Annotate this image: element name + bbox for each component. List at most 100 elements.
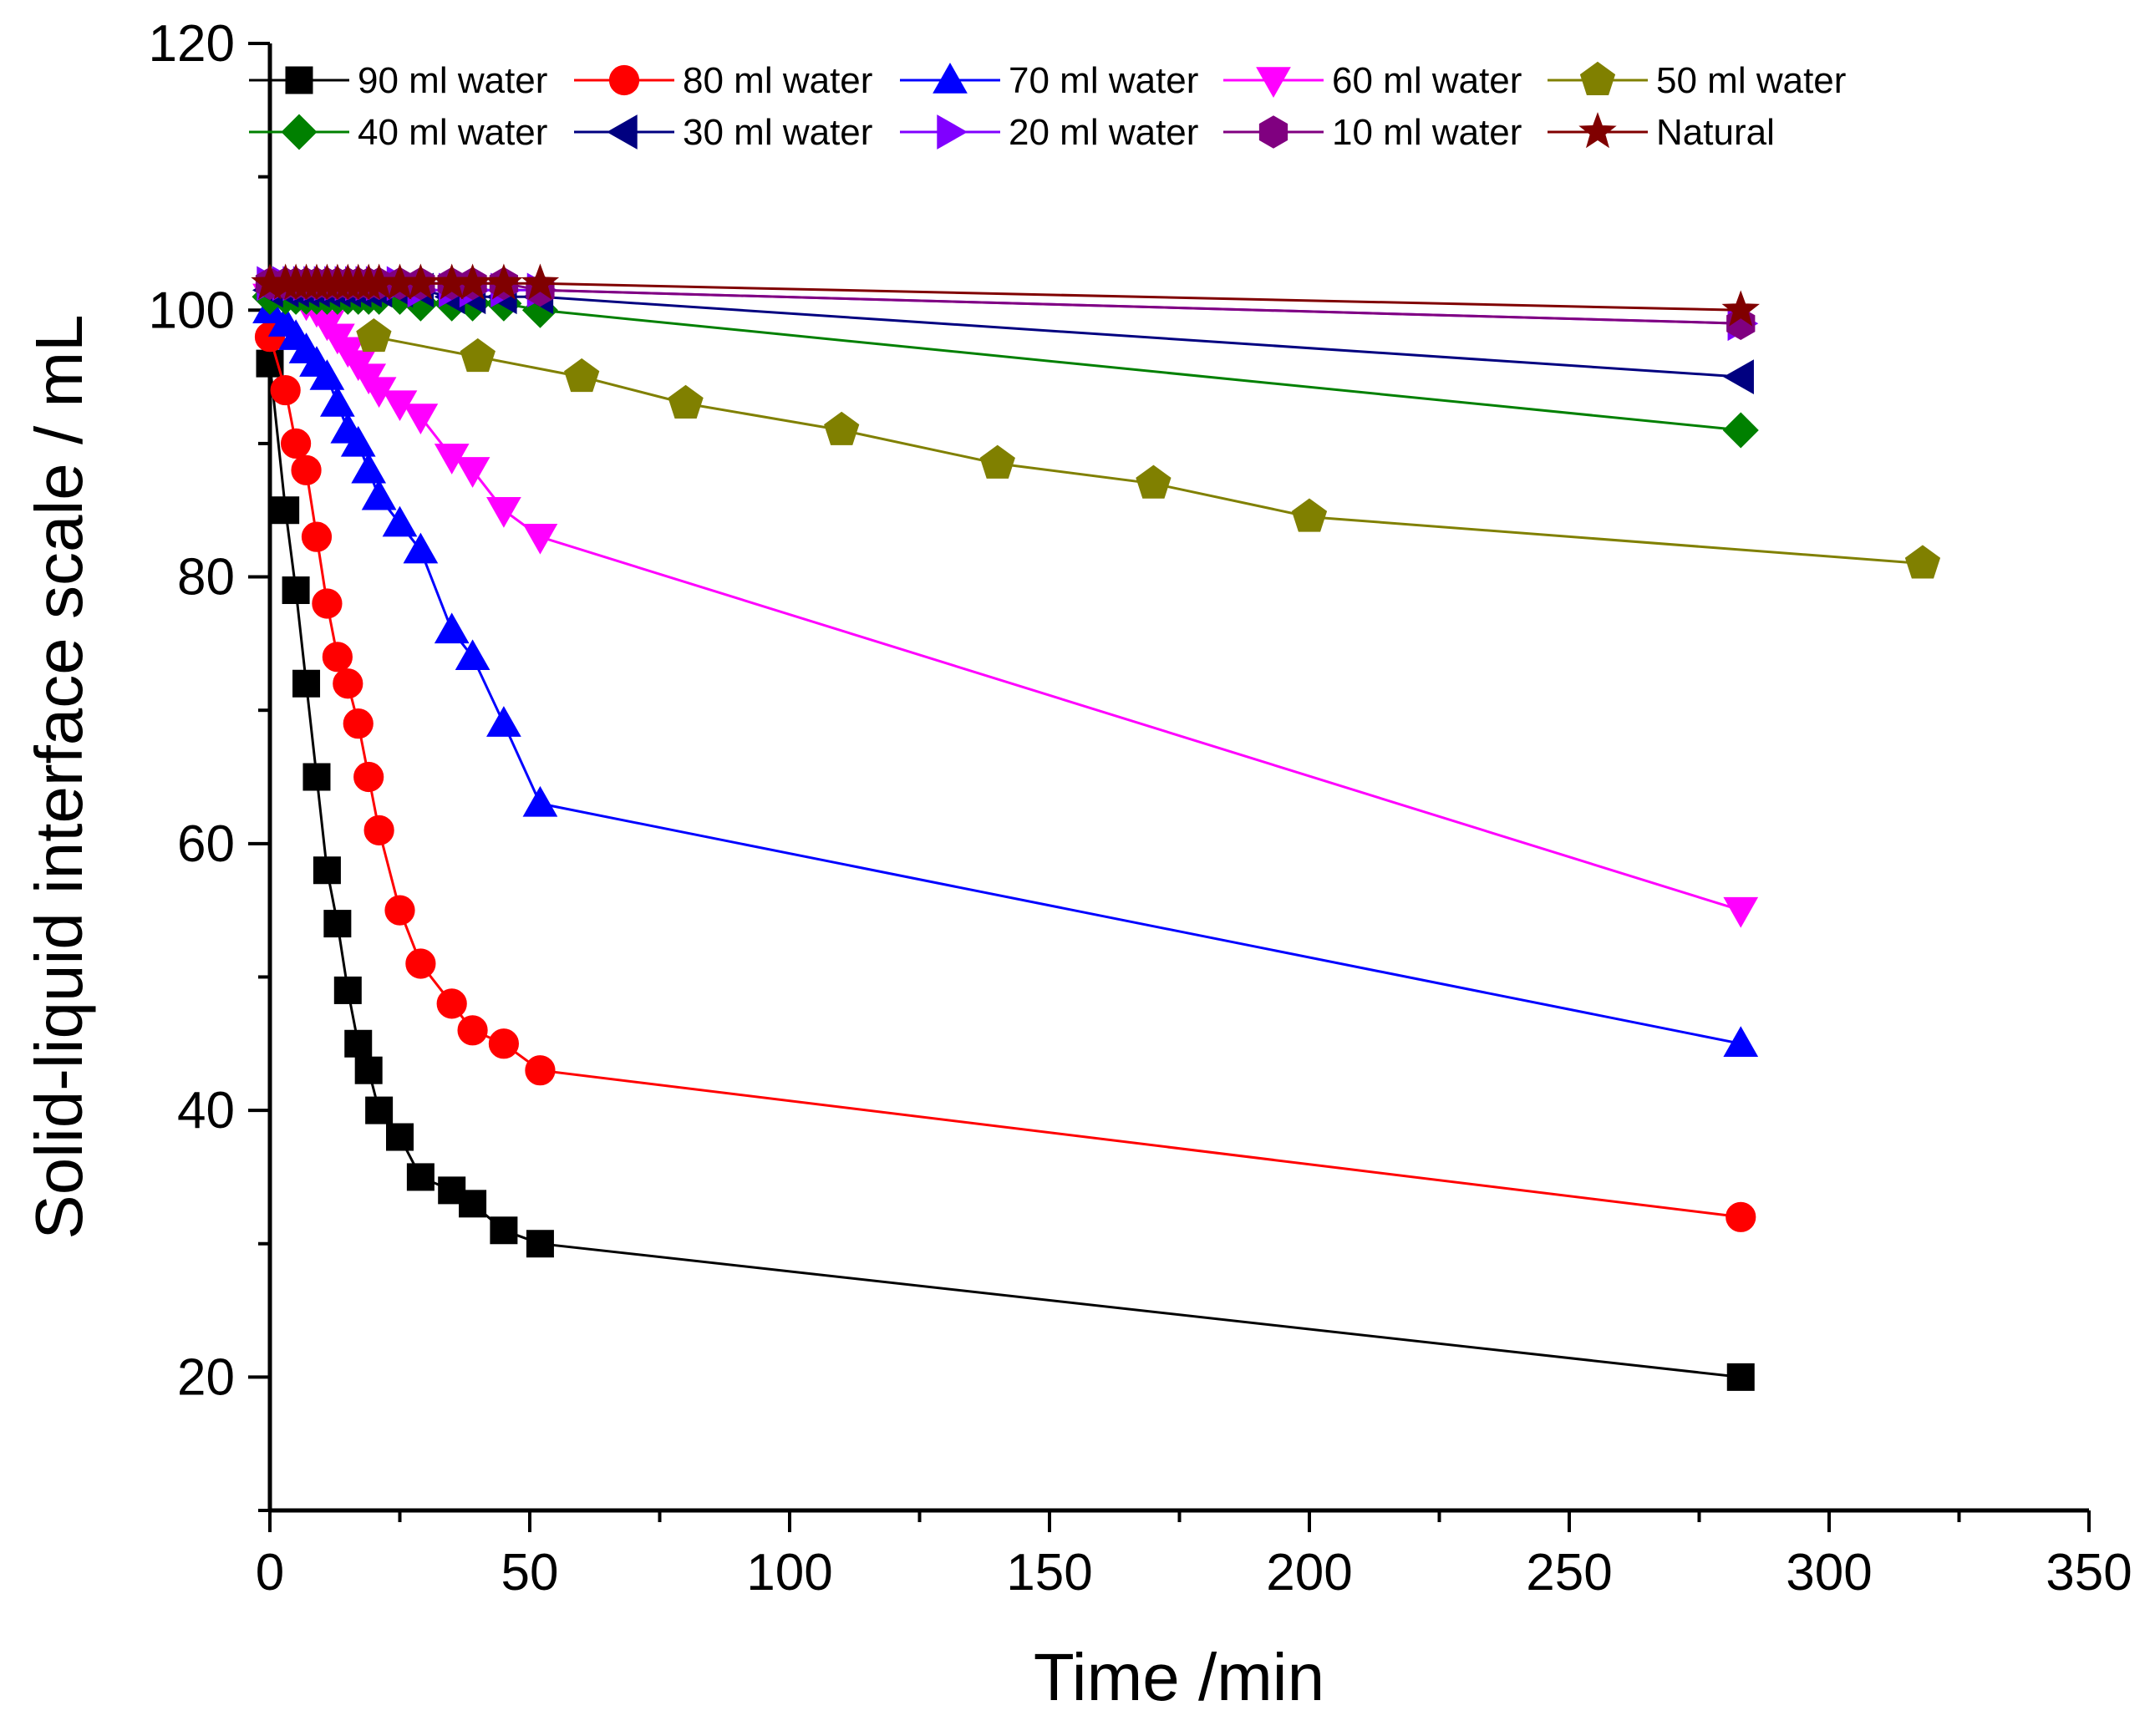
- legend-marker: [1579, 61, 1616, 95]
- data-point: [486, 706, 521, 737]
- data-point: [485, 263, 523, 300]
- legend-label: 40 ml water: [358, 112, 547, 153]
- legend-label: 10 ml water: [1332, 112, 1522, 153]
- data-point: [979, 444, 1015, 479]
- x-tick-label: 350: [2046, 1544, 2132, 1601]
- data-point: [344, 1029, 373, 1058]
- series-layer: [251, 263, 1941, 1391]
- legend-item: 60 ml water: [1223, 60, 1522, 101]
- y-tick-label: 20: [177, 1348, 235, 1406]
- data-point: [333, 976, 362, 1004]
- legend-label: 90 ml water: [358, 60, 547, 101]
- data-point: [301, 521, 333, 552]
- legend-item: 40 ml water: [249, 112, 547, 153]
- data-point: [1723, 896, 1759, 928]
- series-80-ml-water: [254, 322, 1756, 1232]
- data-point: [406, 1163, 435, 1191]
- data-point: [361, 479, 397, 510]
- data-point: [320, 386, 355, 417]
- series-70-ml-water: [252, 292, 1759, 1057]
- data-point: [525, 1055, 556, 1086]
- data-point: [365, 1096, 394, 1124]
- data-point: [312, 588, 343, 619]
- data-point: [1721, 290, 1760, 327]
- x-axis-ticks: 0 50 100 150 200 250 300 350: [256, 1510, 2132, 1601]
- legend-item: 80 ml water: [574, 60, 872, 101]
- legend-label: 20 ml water: [1009, 112, 1198, 153]
- legend-marker: [608, 64, 640, 96]
- data-point: [436, 988, 467, 1019]
- legend-label: 50 ml water: [1656, 60, 1846, 101]
- data-point: [522, 785, 558, 817]
- legend-item: 90 ml water: [249, 60, 547, 101]
- data-point: [323, 910, 352, 938]
- data-point: [455, 639, 490, 671]
- data-point: [270, 374, 301, 406]
- legend-marker: [937, 114, 968, 150]
- legend-marker: [606, 114, 638, 150]
- legend-marker: [933, 62, 968, 94]
- data-point: [1904, 545, 1941, 579]
- data-point: [1136, 464, 1172, 499]
- data-point: [403, 404, 439, 434]
- y-tick-label: 80: [177, 549, 235, 607]
- data-point: [356, 317, 392, 353]
- data-point: [384, 895, 415, 926]
- series-50-ml-water: [356, 317, 1941, 579]
- data-point: [455, 457, 490, 488]
- data-point: [353, 761, 384, 793]
- legend-item: 30 ml water: [574, 112, 872, 153]
- legend-label: Natural: [1656, 112, 1775, 153]
- legend-label: 80 ml water: [683, 60, 872, 101]
- data-point: [490, 1216, 518, 1245]
- data-point: [351, 452, 387, 484]
- data-point: [824, 411, 860, 445]
- axes: [267, 43, 2089, 1513]
- series-natural: [251, 263, 1760, 327]
- data-point: [1726, 1363, 1755, 1391]
- y-axis-title: Solid-liquid interface scale / mL: [22, 314, 96, 1239]
- data-point: [486, 497, 521, 528]
- legend-label: 30 ml water: [683, 112, 872, 153]
- data-point: [564, 358, 600, 393]
- series-line: [269, 309, 1741, 1045]
- legend-marker: [1578, 112, 1617, 149]
- data-point: [313, 856, 341, 885]
- x-tick-label: 150: [1006, 1544, 1092, 1601]
- y-tick-label: 60: [177, 815, 235, 873]
- legend-item: 20 ml water: [900, 112, 1198, 153]
- data-point: [333, 668, 363, 699]
- data-point: [522, 523, 558, 555]
- data-point: [343, 708, 374, 739]
- data-point: [354, 1056, 383, 1084]
- data-point: [459, 1190, 487, 1218]
- legend: 90 ml water 80 ml water 70 ml water 60 ml w…: [249, 60, 1846, 153]
- data-point: [1291, 498, 1328, 532]
- legend-marker: [1258, 115, 1288, 149]
- data-point: [1723, 359, 1754, 394]
- data-point: [292, 669, 321, 698]
- x-tick-label: 200: [1266, 1544, 1352, 1601]
- data-point: [488, 1028, 520, 1059]
- series-line: [270, 295, 1741, 912]
- data-point: [291, 454, 322, 485]
- x-tick-label: 50: [501, 1544, 559, 1601]
- data-point: [668, 384, 704, 419]
- x-tick-label: 100: [746, 1544, 832, 1601]
- data-point: [340, 425, 376, 457]
- x-axis-title: Time /min: [1034, 1640, 1324, 1714]
- data-point: [309, 359, 345, 390]
- y-tick-label: 120: [149, 15, 235, 73]
- data-point: [460, 338, 496, 373]
- legend-item: 50 ml water: [1548, 60, 1846, 101]
- series-90-ml-water: [256, 349, 1755, 1391]
- series-60-ml-water: [252, 283, 1759, 928]
- data-point: [403, 532, 439, 564]
- data-point: [521, 263, 560, 300]
- y-axis-ticks: 20 40 60 80 100 120: [149, 15, 270, 1512]
- data-point: [1722, 412, 1759, 449]
- y-tick-label: 40: [177, 1082, 235, 1140]
- legend-marker: [285, 66, 313, 94]
- legend-marker: [281, 114, 318, 150]
- x-tick-label: 250: [1526, 1544, 1612, 1601]
